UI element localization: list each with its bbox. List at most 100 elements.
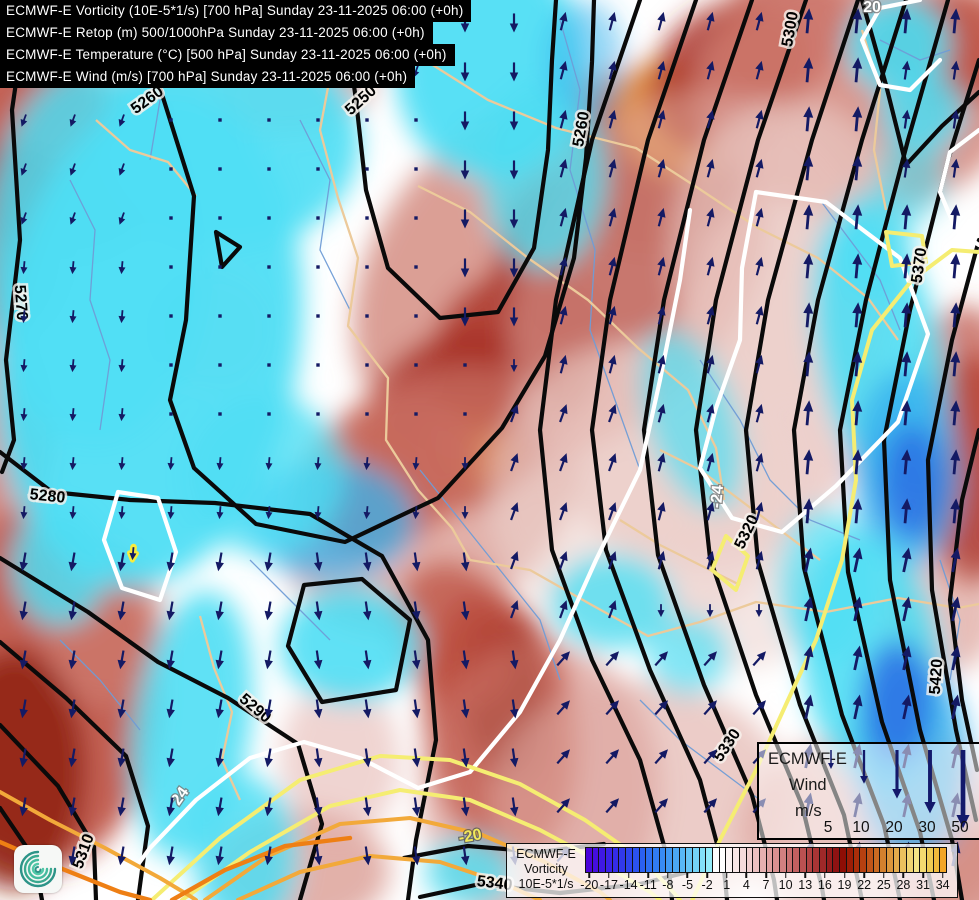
wind-arrow — [69, 212, 77, 225]
wind-arrow — [755, 256, 764, 276]
wind-arrow — [950, 109, 960, 129]
colorbar-cell — [927, 848, 934, 872]
wind-arrow — [264, 552, 273, 572]
colorbar-cell — [886, 848, 894, 872]
wind-arrow — [19, 552, 28, 572]
wind-arrow — [69, 114, 77, 127]
wind-arrow — [265, 457, 273, 471]
calm-dot — [169, 216, 173, 220]
wind-speed-label: 20 — [885, 819, 903, 836]
wind-arrow — [559, 551, 568, 570]
wind-arrow — [901, 253, 912, 279]
wind-arrow — [559, 11, 568, 31]
wind-arrow — [657, 256, 666, 276]
colorbar-cell — [619, 848, 627, 872]
wind-speed-arrow — [828, 750, 834, 769]
wind-arrow — [411, 601, 421, 621]
colorbar-tick-label: 4 — [742, 878, 750, 892]
wind-arrow — [852, 204, 863, 230]
geopotential-contour — [589, 0, 730, 900]
colorbar-tick — [667, 873, 669, 878]
wind-arrow — [20, 506, 28, 520]
colorbar-cell — [913, 848, 921, 872]
wind-arrow — [313, 846, 323, 866]
temp-contour-orange — [0, 790, 198, 900]
calm-dot — [169, 363, 173, 367]
wind-arrow — [559, 207, 568, 227]
wind-arrow — [313, 552, 323, 572]
wind-arrow — [509, 13, 519, 33]
colorbar-tick — [765, 873, 767, 878]
wind-arrow — [803, 302, 814, 328]
wind-arrow — [363, 506, 371, 520]
calm-dot — [218, 118, 222, 122]
wind-arrow — [901, 60, 911, 80]
wind-speed-arrow — [892, 750, 902, 799]
wind-arrow — [803, 547, 814, 573]
vorticity-legend-model: ECMWF-E — [516, 847, 576, 861]
wind-arrow — [706, 305, 715, 325]
wind-arrow — [852, 253, 863, 279]
colorbar-tick-label: -14 — [619, 878, 638, 892]
wind-arrow — [313, 650, 323, 670]
wind-arrow — [314, 506, 322, 520]
river — [939, 559, 961, 681]
wind-arrow — [117, 699, 126, 719]
wind-arrow — [509, 797, 519, 817]
wind-arrow — [950, 645, 961, 671]
wind-arrow — [509, 62, 519, 82]
wind-arrow — [950, 351, 961, 377]
geopotential-contour — [537, 0, 675, 900]
wind-arrow — [803, 400, 814, 426]
colorbar-tick — [588, 873, 591, 878]
wind-arrow — [68, 552, 77, 572]
colorbar-tick-label: 13 — [798, 878, 813, 892]
temp-contour-white — [937, 127, 979, 248]
wind-arrow — [117, 601, 126, 621]
wind-arrow — [950, 60, 960, 80]
wind-arrow — [706, 109, 715, 129]
wind-arrow — [363, 457, 371, 471]
wind-arrow — [69, 506, 77, 520]
wind-arrow — [166, 748, 175, 768]
colorbar-cell — [753, 848, 760, 872]
colorbar-cell — [666, 848, 673, 872]
colorbar-cell — [659, 848, 667, 872]
wind-arrow — [608, 207, 617, 227]
wind-legend-unit: m/s — [795, 802, 822, 820]
wind-arrow — [706, 550, 715, 570]
colorbar-cell — [646, 848, 653, 872]
wind-arrow — [362, 650, 372, 670]
wind-arrow — [901, 351, 912, 377]
wind-arrow — [852, 155, 863, 181]
wind-arrow — [559, 109, 568, 129]
colorbar-tick-label: -17 — [599, 878, 619, 892]
wind-arrow — [559, 354, 568, 374]
colorbar-cell — [840, 848, 847, 872]
wind-arrow — [706, 207, 715, 227]
wind-arrow — [264, 650, 273, 670]
contour-label: 5370 — [909, 246, 931, 284]
calm-dot — [316, 118, 320, 122]
wind-arrow — [950, 547, 961, 573]
temp-contour-white — [697, 189, 931, 535]
wind-arrow — [556, 749, 570, 765]
wind-arrow — [755, 452, 764, 472]
calm-dot — [218, 216, 222, 220]
wind-arrow — [950, 400, 961, 426]
colorbar-cell — [813, 848, 821, 872]
calm-dot — [169, 167, 173, 171]
wind-arrow — [19, 650, 28, 670]
colorbar-cell — [592, 848, 600, 872]
wind-arrow — [706, 60, 715, 80]
colorbar-cell — [733, 848, 740, 872]
wind-arrow — [556, 700, 570, 716]
wind-arrow — [901, 449, 912, 475]
colorbar-cell — [652, 848, 660, 872]
wind-arrow — [19, 797, 28, 817]
colorbar-tick-label: 25 — [876, 878, 891, 892]
colorbar-cell — [672, 848, 680, 872]
colorbar-cell — [599, 848, 607, 872]
spiral-logo[interactable] — [14, 845, 62, 893]
wind-speed-label: 30 — [918, 819, 936, 836]
